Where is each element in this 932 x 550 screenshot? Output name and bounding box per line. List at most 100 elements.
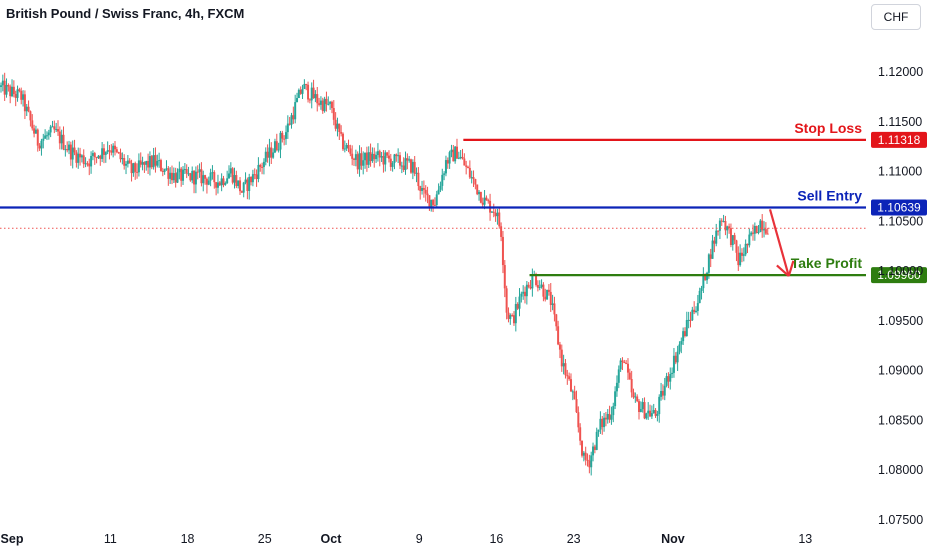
candle	[579, 423, 582, 446]
candle	[356, 151, 359, 174]
candle	[42, 133, 45, 149]
candle	[575, 390, 578, 414]
candle	[459, 149, 462, 160]
candle	[75, 150, 78, 168]
candle	[189, 172, 192, 182]
candle	[22, 90, 25, 107]
candle	[417, 167, 420, 191]
candle	[397, 148, 400, 164]
candle	[494, 209, 497, 222]
candle	[641, 398, 644, 413]
candle	[384, 150, 387, 172]
candle	[428, 195, 431, 211]
candle	[194, 166, 197, 194]
candle	[213, 170, 216, 189]
candle	[474, 178, 477, 190]
candle	[193, 169, 196, 194]
candle	[680, 337, 683, 354]
candle	[472, 170, 475, 187]
candle	[426, 186, 429, 204]
candle	[568, 372, 571, 381]
candle	[505, 285, 508, 320]
candle	[281, 130, 284, 143]
candle	[115, 146, 118, 154]
currency-button[interactable]: CHF	[871, 4, 921, 30]
candle	[68, 140, 71, 155]
candle	[593, 444, 596, 454]
candle	[235, 170, 238, 189]
candle	[137, 153, 140, 177]
candle	[649, 404, 652, 418]
candle	[402, 157, 405, 173]
candle	[588, 454, 591, 474]
candle	[757, 225, 760, 235]
candle	[465, 160, 468, 175]
candle	[647, 402, 650, 420]
candle	[154, 147, 157, 173]
candle	[665, 372, 668, 388]
candle	[84, 157, 87, 168]
candle	[746, 243, 749, 254]
candle	[518, 288, 521, 317]
candle	[615, 375, 618, 397]
candle	[240, 190, 243, 194]
candles-layer	[0, 72, 769, 476]
candle	[264, 147, 267, 166]
candle	[430, 199, 433, 212]
candle	[82, 149, 85, 168]
svg-text:1.10639: 1.10639	[877, 200, 921, 214]
candle	[360, 147, 363, 170]
candle	[172, 167, 175, 184]
price-axis: 1.12000 1.11500 1.11000 1.10500 1.10000 1.095…	[878, 65, 923, 527]
candle	[511, 313, 514, 317]
candle	[66, 141, 69, 153]
candle	[349, 144, 352, 157]
candle	[700, 285, 703, 300]
candle	[450, 144, 453, 158]
candle	[126, 155, 129, 168]
svg-text:1.09960: 1.09960	[877, 268, 921, 282]
candle	[294, 94, 297, 124]
sell-entry-price-badge: 1.10639	[871, 199, 927, 216]
candle	[34, 125, 37, 134]
time-tick-label: 9	[416, 532, 423, 546]
candle	[652, 403, 655, 414]
candle	[413, 156, 416, 177]
candle	[353, 157, 356, 166]
candle	[329, 100, 332, 110]
candle	[683, 327, 686, 338]
price-tick-label: 1.08500	[878, 413, 923, 427]
candle	[318, 97, 321, 107]
candle	[487, 198, 490, 204]
candle	[369, 143, 372, 167]
candle	[522, 285, 525, 300]
candle	[284, 125, 287, 145]
candle	[132, 162, 135, 177]
candle	[18, 87, 21, 93]
candle	[204, 174, 207, 185]
candle	[614, 386, 617, 410]
candle	[764, 222, 767, 235]
candle	[503, 260, 506, 298]
candle	[261, 162, 264, 175]
candle	[382, 150, 385, 173]
candle	[444, 155, 447, 177]
candle	[419, 185, 422, 200]
candle	[560, 344, 563, 372]
candle	[207, 176, 210, 186]
candle	[558, 341, 561, 359]
candle	[312, 79, 315, 99]
candle	[38, 143, 41, 151]
candle	[498, 207, 501, 229]
candle	[446, 157, 449, 169]
candle	[617, 365, 620, 389]
candle	[316, 86, 319, 112]
candle	[492, 203, 495, 218]
candle	[262, 158, 265, 175]
candle	[244, 172, 247, 185]
candle	[478, 190, 481, 201]
candle	[9, 84, 12, 104]
candle	[457, 151, 460, 160]
candle	[645, 412, 648, 420]
